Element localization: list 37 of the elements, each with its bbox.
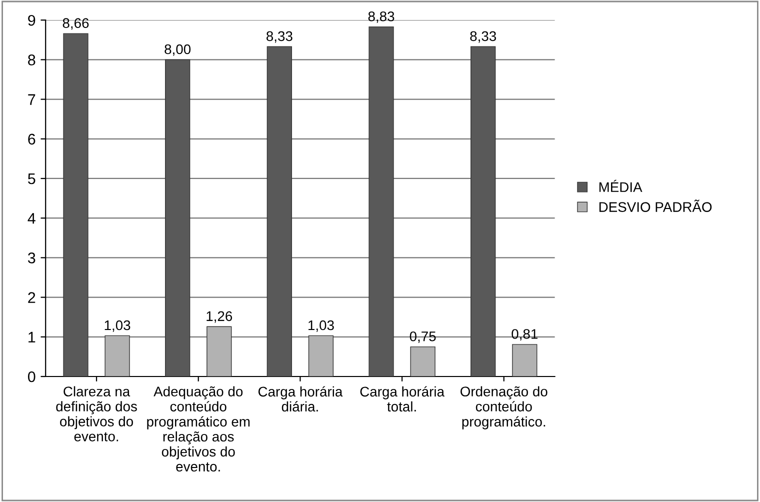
data-label: 1,03 [104, 320, 130, 332]
x-tick-label: Adequação do conteúdo programático em relação aos objetivos do evento. [147, 386, 250, 472]
legend-label: MÉDIA [599, 180, 642, 192]
y-tick-label: 1 [28, 332, 36, 342]
y-tick-label: 4 [28, 213, 36, 224]
bar [266, 46, 292, 376]
y-tick-label: 7 [28, 94, 36, 105]
legend-label: DESVIO PADRÃO [599, 200, 712, 212]
data-label: 8,83 [368, 11, 394, 23]
y-tick-label: 6 [28, 134, 36, 145]
bar [165, 59, 190, 376]
bar [63, 33, 88, 376]
x-tick-label: Clareza na definição dos objetivos do evento. [56, 386, 137, 442]
data-label: 1,03 [308, 320, 334, 332]
bar [512, 344, 538, 376]
bar [104, 335, 130, 376]
x-tick-label: Ordenação do conteúdo programático. [460, 386, 548, 430]
data-label: 0,75 [410, 331, 436, 343]
data-label: 8,00 [164, 44, 191, 56]
bar [410, 346, 436, 376]
data-label: 0,81 [512, 329, 538, 341]
x-tick-label: Carga horária total. [360, 386, 445, 412]
y-tick-label: 8 [28, 54, 36, 66]
y-tick-label: 2 [28, 292, 36, 303]
x-tick-label: Carga horária diária. [258, 386, 343, 412]
bar [206, 326, 232, 376]
data-label: 1,26 [206, 311, 232, 323]
bar [368, 26, 394, 376]
data-label: 8,33 [266, 31, 292, 43]
data-label: 8,66 [62, 18, 89, 30]
y-tick-label: 9 [28, 14, 36, 26]
bar [470, 46, 496, 376]
bar [308, 335, 334, 376]
y-tick-label: 3 [28, 252, 36, 264]
data-label: 8,33 [470, 31, 496, 43]
y-tick-label: 5 [28, 174, 36, 184]
y-tick-label: 0 [28, 371, 36, 382]
